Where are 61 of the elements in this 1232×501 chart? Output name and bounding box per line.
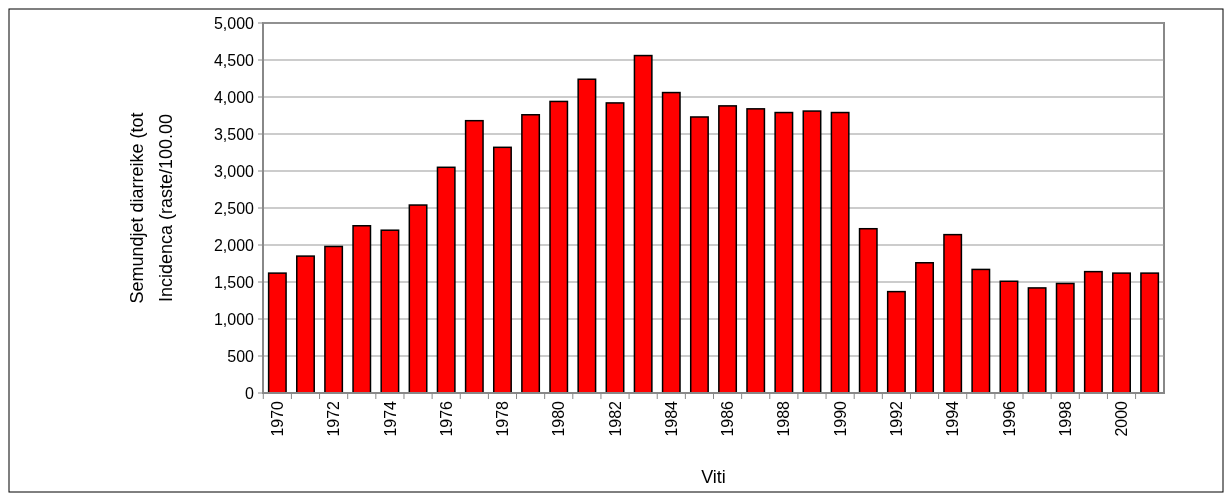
x-tick-label: 1996 bbox=[1000, 400, 1018, 437]
y-tick-label: 5,000 bbox=[213, 14, 255, 32]
bar bbox=[1112, 272, 1131, 394]
y-tick-label: 3,000 bbox=[213, 162, 255, 180]
bar bbox=[521, 114, 541, 394]
y-axis-title: Semundjet diarreike (tot Incidenca (raste/100.00 bbox=[127, 112, 176, 304]
bar bbox=[661, 91, 681, 394]
bar bbox=[830, 111, 850, 394]
bar bbox=[267, 272, 287, 394]
x-tick-label: 1980 bbox=[550, 400, 568, 437]
bar bbox=[774, 111, 794, 394]
y-tick-label: 4,500 bbox=[213, 51, 255, 69]
x-tick-label: 2000 bbox=[1113, 400, 1131, 437]
y-tick-label: 1,000 bbox=[213, 310, 255, 328]
bar bbox=[464, 119, 484, 394]
x-tick-label: 1992 bbox=[888, 400, 905, 437]
bar bbox=[746, 108, 766, 394]
bar bbox=[802, 110, 822, 394]
bar bbox=[1055, 282, 1075, 394]
bar bbox=[971, 268, 991, 394]
y-tick-label: 1,500 bbox=[213, 273, 255, 291]
bar bbox=[689, 116, 709, 394]
bar bbox=[492, 146, 512, 394]
x-axis-title: Viti bbox=[701, 467, 726, 487]
x-tick-label: 1998 bbox=[1056, 400, 1074, 437]
bar bbox=[605, 102, 625, 394]
bar bbox=[296, 255, 315, 394]
bar bbox=[577, 78, 597, 394]
y-tick-label: 4,000 bbox=[213, 88, 255, 106]
bar bbox=[1027, 287, 1047, 394]
x-tick-label: 1994 bbox=[944, 400, 962, 437]
bar bbox=[380, 229, 400, 394]
bar bbox=[858, 227, 878, 394]
x-tick-label: 1986 bbox=[719, 400, 737, 437]
bar bbox=[436, 166, 456, 394]
bar bbox=[943, 233, 963, 394]
x-tick-label: 1984 bbox=[662, 400, 680, 437]
bar bbox=[633, 54, 653, 394]
bar bbox=[999, 280, 1019, 394]
bar bbox=[915, 262, 935, 394]
bar bbox=[549, 100, 569, 394]
y-tick-label: 2,000 bbox=[213, 236, 255, 254]
x-tick-label: 1972 bbox=[325, 400, 343, 437]
x-tick-label: 1990 bbox=[831, 400, 849, 437]
x-tick-label: 1976 bbox=[437, 400, 455, 437]
y-tick-label: 2,500 bbox=[213, 199, 255, 217]
bar bbox=[886, 290, 906, 394]
bar bbox=[1083, 270, 1103, 394]
x-tick-label: 1970 bbox=[268, 400, 286, 437]
x-tick-label: 1978 bbox=[494, 400, 512, 437]
y-tick-label: 3,500 bbox=[213, 125, 255, 143]
bar bbox=[718, 105, 738, 394]
y-tick-label: 500 bbox=[227, 347, 255, 365]
bar bbox=[1140, 272, 1160, 394]
y-tick-label: 0 bbox=[245, 384, 255, 402]
x-tick-label: 1974 bbox=[381, 400, 399, 437]
x-tick-label: 1982 bbox=[606, 400, 624, 437]
bar bbox=[408, 204, 428, 394]
bar bbox=[324, 245, 344, 394]
x-tick-label: 1988 bbox=[775, 400, 793, 437]
bar bbox=[352, 225, 372, 394]
